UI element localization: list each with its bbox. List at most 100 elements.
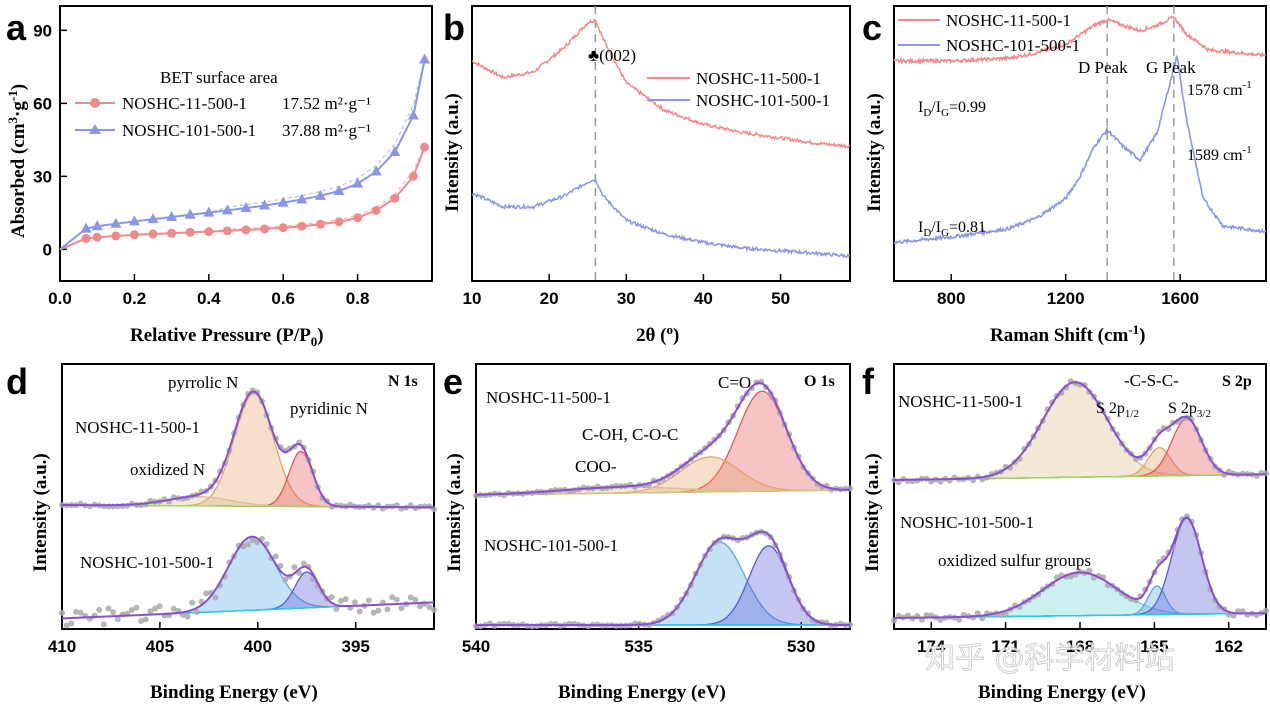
raw-point-d-1-56 — [189, 599, 196, 606]
x-tick-label-f-1: 171 — [991, 637, 1019, 656]
label-e-11: NOSHC-11-500-1 — [486, 388, 611, 407]
label-1589: 1589 cm-1 — [1187, 144, 1252, 164]
peak-fit-d-0-0 — [62, 393, 434, 508]
x-tick-label-d-2: 400 — [244, 637, 272, 656]
y-axis-label-d: Intensity (a.u.) — [30, 453, 51, 572]
raw-point-d-1-136 — [375, 607, 382, 614]
raw-point-f-1-146 — [1230, 612, 1237, 619]
x-tick-label-b-0: 10 — [463, 289, 482, 308]
x-tick-label-a-2: 0.4 — [197, 289, 221, 308]
raw-point-d-1-54 — [184, 613, 191, 620]
point-11-1 — [92, 232, 102, 242]
legend-value-a-101: 37.88 m²·g⁻¹ — [282, 121, 371, 140]
x-tick-label-e-0: 540 — [462, 637, 490, 656]
point-11-17 — [390, 193, 400, 203]
raw-point-d-1-6 — [72, 608, 79, 615]
legend-label-c-101: NOSHC-101-500-1 — [946, 36, 1080, 55]
envelope-e-0 — [476, 381, 850, 496]
y-tick-label-a-3: 90 — [33, 21, 52, 40]
raw-point-d-1-22 — [110, 609, 117, 616]
raw-point-d-1-82 — [249, 537, 256, 544]
desorption-line-101 — [59, 59, 426, 250]
raw-point-d-1-116 — [328, 594, 335, 601]
y-axis-label-a: Absorbed (cm3·g-1) — [5, 84, 29, 238]
ticks-c: 800 1200 1600 — [937, 274, 1199, 308]
raw-point-d-1-144 — [393, 596, 400, 603]
label-oxidized-n: oxidized N — [130, 460, 205, 479]
x-axis-label-b: 2θ (o) — [636, 322, 679, 346]
envelope-d-0 — [62, 390, 434, 509]
panel-e: e 540 535 530 O 1s C=O C-OH, C-O-C COO- NO… — [443, 361, 853, 703]
x-tick-label-c-2: 1600 — [1161, 289, 1199, 308]
y-axis-label-c: Intensity (a.u.) — [864, 93, 885, 212]
ticks-b: 10 20 30 40 50 — [463, 274, 790, 308]
point-101-2 — [110, 217, 122, 228]
legend-label-b-11: NOSHC-11-500-1 — [696, 69, 821, 88]
panel-letter-b: b — [443, 7, 465, 48]
point-101-17 — [389, 146, 401, 157]
point-11-9 — [241, 225, 251, 235]
panel-d: d 410 405 400 395 N 1s pyrrolic N pyridinic… — [6, 361, 437, 703]
label-f-11: NOSHC-11-500-1 — [898, 392, 1023, 411]
raw-point-d-1-128 — [356, 608, 363, 615]
y-tick-label-a-2: 60 — [33, 94, 52, 113]
point-101-6 — [184, 208, 196, 219]
x-tick-label-b-2: 30 — [617, 289, 636, 308]
raw-point-f-1-0 — [891, 617, 897, 624]
legend-marker-a-101 — [89, 124, 101, 134]
raw-point-d-1-120 — [338, 597, 344, 604]
y-tick-label-a-0: 0 — [43, 240, 52, 259]
panel-letter-a: a — [6, 7, 27, 48]
envelope-f-0 — [894, 381, 1266, 481]
raw-point-d-1-66 — [212, 594, 219, 601]
raw-point-d-1-16 — [96, 606, 103, 613]
raw-point-d-1-104 — [300, 560, 307, 567]
raw-point-d-1-18 — [100, 621, 107, 628]
raw-point-d-1-146 — [398, 605, 405, 612]
x-tick-label-f-4: 162 — [1215, 637, 1243, 656]
point-101-13 — [314, 189, 326, 200]
label-id-ig-099: ID/IG=0.99 — [918, 99, 986, 119]
raw-point-d-1-126 — [351, 599, 358, 606]
point-11-11 — [278, 223, 288, 233]
label-e-101: NOSHC-101-500-1 — [484, 536, 618, 555]
panel-letter-d: d — [6, 361, 28, 402]
point-101-1 — [91, 220, 103, 231]
x-tick-label-c-1: 1200 — [1047, 289, 1085, 308]
point-11-14 — [334, 217, 344, 227]
series-a — [59, 53, 431, 251]
title-s2p: S 2p — [1222, 373, 1252, 390]
point-11-4 — [148, 229, 158, 239]
raw-point-d-1-92 — [272, 553, 279, 560]
x-tick-label-b-1: 20 — [540, 289, 559, 308]
point-101-10 — [259, 199, 271, 210]
y-axis-label-e: Intensity (a.u.) — [444, 453, 465, 572]
legend-label-a-11: NOSHC-11-500-1 — [122, 94, 247, 113]
raw-point-d-1-154 — [417, 603, 424, 610]
point-11-10 — [260, 224, 270, 234]
raw-point-f-1-84 — [1086, 567, 1093, 574]
x-tick-label-e-1: 535 — [624, 637, 652, 656]
raw-point-d-1-34 — [138, 618, 145, 625]
raw-point-d-1-150 — [407, 594, 414, 601]
raw-point-f-1-20 — [937, 616, 944, 623]
raw-point-d-1-134 — [370, 609, 377, 616]
point-101-19 — [419, 53, 431, 64]
point-11-8 — [222, 226, 232, 236]
x-axis-label-e: Binding Energy (eV) — [558, 682, 726, 703]
x-tick-label-a-4: 0.8 — [346, 289, 370, 308]
envelope-d-1 — [61, 535, 435, 620]
label-c-o-double: C=O — [718, 373, 751, 392]
raw-point-d-1-38 — [147, 608, 154, 615]
point-101-12 — [296, 193, 308, 204]
y-axis-label-b: Intensity (a.u.) — [442, 93, 463, 212]
raw-point-d-1-100 — [291, 564, 298, 571]
plot-frame-b — [471, 5, 851, 282]
point-101-3 — [128, 215, 140, 226]
label-d-11: NOSHC-11-500-1 — [75, 418, 200, 437]
panel-c: c 800 1200 1600 NOSHC-11-500-1 NOSHC-101-5… — [862, 5, 1267, 346]
point-101-5 — [166, 210, 178, 221]
label-c-oh: C-OH, C-O-C — [582, 425, 678, 444]
raw-point-d-1-132 — [365, 597, 372, 604]
label-g-peak: G Peak — [1146, 58, 1196, 77]
